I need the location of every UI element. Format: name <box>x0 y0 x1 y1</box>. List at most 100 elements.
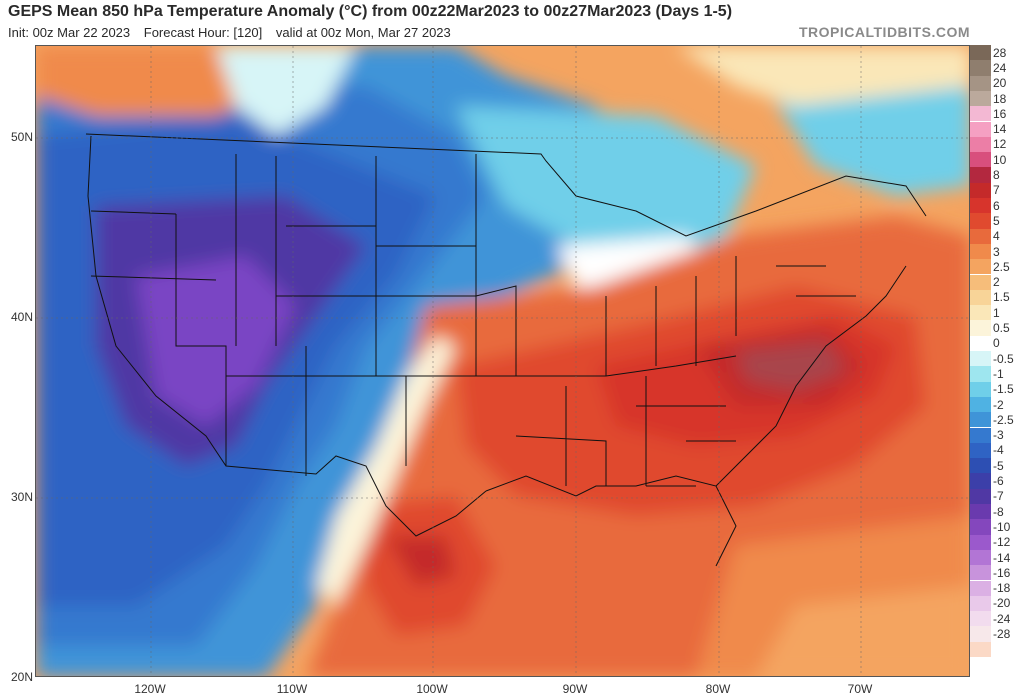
legend-swatch <box>970 60 991 76</box>
legend-label: 20 <box>993 76 1007 91</box>
legend-label: -2.5 <box>993 412 1014 427</box>
legend-label: 2 <box>993 275 1000 290</box>
legend-swatch <box>970 595 991 612</box>
legend-label: -20 <box>993 596 1011 611</box>
legend-swatch <box>970 45 991 61</box>
legend-label: -14 <box>993 550 1011 565</box>
lon-label: 120W <box>134 682 166 696</box>
lon-label: 70W <box>847 682 873 696</box>
lon-label: 90W <box>562 682 588 696</box>
legend-label: -1.5 <box>993 382 1014 397</box>
lat-label: 40N <box>10 310 33 324</box>
lon-label: 100W <box>416 682 448 696</box>
legend-level: -18 <box>970 580 1024 596</box>
legend-swatch <box>970 305 991 321</box>
legend-label: -18 <box>993 581 1011 596</box>
forecast-hour: Forecast Hour: [120] <box>143 25 263 40</box>
legend-swatch <box>970 335 991 351</box>
legend-label: -8 <box>993 504 1004 519</box>
legend-label: -10 <box>993 519 1011 534</box>
legend-swatch <box>970 412 991 428</box>
lat-label: 50N <box>10 130 33 144</box>
legend-level: 0 <box>970 335 1024 351</box>
legend-level: -28 <box>970 626 1024 642</box>
legend-label: 0.5 <box>993 321 1010 336</box>
legend-level: 1.5 <box>970 289 1024 306</box>
brand-watermark: TROPICALTIDBITS.COM <box>798 24 970 40</box>
legend-level: -4 <box>970 442 1024 459</box>
legend-label: -0.5 <box>993 351 1014 366</box>
legend-swatch <box>970 90 991 107</box>
legend-swatch <box>970 504 991 520</box>
legend-swatch <box>970 182 991 198</box>
legend-label: 3 <box>993 244 1000 259</box>
legend-label: -3 <box>993 428 1004 443</box>
legend-level: 1 <box>970 305 1024 321</box>
legend-swatch <box>970 488 991 504</box>
legend-swatch <box>970 121 991 137</box>
legend-level: -14 <box>970 549 1024 566</box>
legend-label: -6 <box>993 474 1004 489</box>
legend-label: 0 <box>993 336 1000 351</box>
legend-level: 12 <box>970 136 1024 153</box>
legend-label: 8 <box>993 168 1000 183</box>
legend-label: 2.5 <box>993 259 1010 274</box>
legend-label: -16 <box>993 565 1011 580</box>
legend-level: -1.5 <box>970 381 1024 397</box>
legend-level: 5 <box>970 213 1024 229</box>
init-time: Init: 00z Mar 22 2023 <box>8 25 131 40</box>
legend-swatch <box>970 396 991 413</box>
legend-label: -1 <box>993 366 1004 381</box>
legend-label: 4 <box>993 229 1000 244</box>
legend-label: 18 <box>993 91 1007 106</box>
legend-swatch <box>970 75 991 91</box>
legend-swatch <box>970 519 991 535</box>
legend-swatch <box>970 549 991 566</box>
legend-swatch <box>970 152 991 168</box>
legend-swatch <box>970 259 991 275</box>
legend-swatch <box>970 641 991 657</box>
legend-swatch <box>970 565 991 581</box>
legend-swatch <box>970 243 991 260</box>
legend-swatch <box>970 366 991 382</box>
legend-level: -6 <box>970 473 1024 489</box>
legend-level: 18 <box>970 90 1024 107</box>
legend-level: 20 <box>970 75 1024 91</box>
legend-swatch <box>970 381 991 397</box>
legend-label: 6 <box>993 198 1000 213</box>
lat-label: 20N <box>10 670 33 684</box>
legend-level: -7 <box>970 488 1024 504</box>
legend-level: -8 <box>970 504 1024 520</box>
legend-swatch <box>970 289 991 306</box>
legend-label: -5 <box>993 458 1004 473</box>
legend-swatch <box>970 611 991 627</box>
political-boundaries <box>85 133 927 567</box>
legend-level: -2 <box>970 396 1024 413</box>
legend-swatch <box>970 167 991 183</box>
legend-level: -2.5 <box>970 412 1024 428</box>
legend-label: 1 <box>993 305 1000 320</box>
legend-swatch <box>970 580 991 596</box>
anomaly-shading <box>36 46 969 676</box>
legend-label: -28 <box>993 627 1011 642</box>
legend-label: 1.5 <box>993 290 1010 305</box>
graticule <box>36 46 969 676</box>
legend-swatch <box>970 473 991 489</box>
legend-label: 14 <box>993 122 1007 137</box>
color-legend: 28 24 20 18 16 14 12 10 8 7 6 5 4 3 2.5 2 1.5 1 0.5 0 -0.5 -1… <box>970 45 1024 672</box>
legend-swatch <box>970 198 991 214</box>
legend-swatch <box>970 106 991 122</box>
legend-level: -0.5 <box>970 351 1024 367</box>
legend-swatch <box>970 228 991 244</box>
legend-level: 3 <box>970 243 1024 260</box>
legend-swatch <box>970 213 991 229</box>
legend-level: 24 <box>970 60 1024 76</box>
legend-swatch <box>970 534 991 550</box>
legend-level: 14 <box>970 121 1024 137</box>
legend-level: 2 <box>970 274 1024 290</box>
legend-swatch <box>970 136 991 153</box>
legend-level: -1 <box>970 366 1024 382</box>
legend-level: 4 <box>970 228 1024 244</box>
legend-label: 12 <box>993 137 1007 152</box>
legend-level: 2.5 <box>970 259 1024 275</box>
